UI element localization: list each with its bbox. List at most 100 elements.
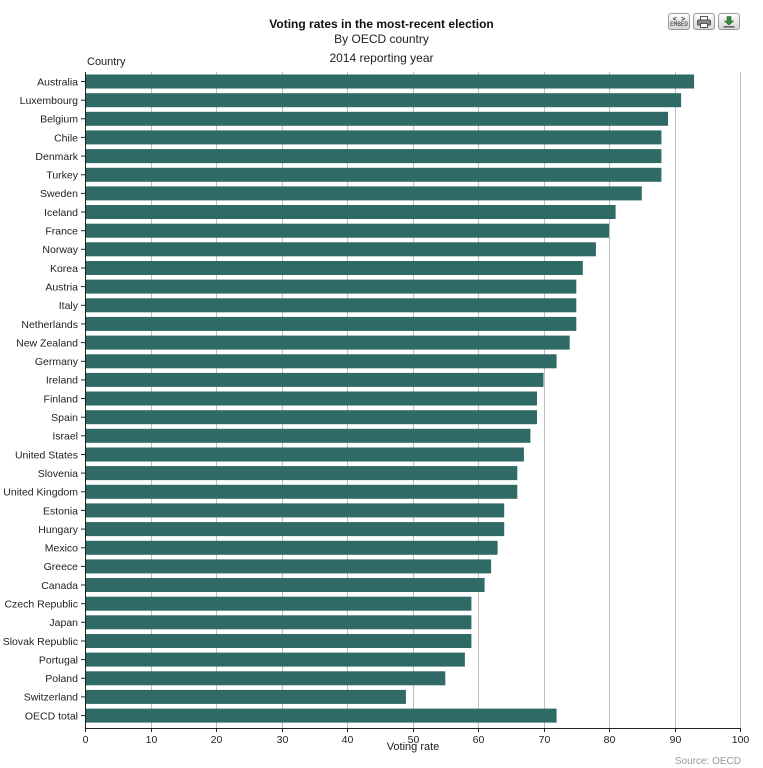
category-label: Mexico (45, 543, 78, 555)
category-label: Iceland (44, 207, 78, 219)
category-label: Luxembourg (20, 95, 79, 107)
bar (85, 428, 531, 443)
bars (85, 74, 695, 723)
category-label: Ireland (46, 375, 78, 387)
category-label: Hungary (38, 524, 78, 536)
bar (85, 111, 668, 126)
category-label: Denmark (35, 151, 78, 163)
category-label: Belgium (40, 114, 78, 126)
axes (81, 72, 741, 732)
category-label: Israel (52, 431, 78, 443)
bar (85, 671, 446, 686)
category-label: Australia (37, 76, 78, 88)
category-label: Japan (49, 617, 78, 629)
x-tick-labels: 0 10 20 30 40 50 60 70 80 90 100 (83, 734, 750, 746)
category-label: Switzerland (24, 692, 78, 704)
x-tick-label: 90 (670, 734, 682, 746)
category-label: Spain (51, 412, 78, 424)
chart-header: Voting rates in the most-recent election… (0, 16, 763, 66)
category-label: Norway (42, 244, 78, 256)
y-axis-title: Country (87, 56, 126, 68)
category-label: France (45, 226, 78, 238)
x-tick-label: 10 (146, 734, 158, 746)
bar (85, 447, 524, 462)
bar (85, 186, 642, 201)
x-tick-label: 50 (408, 734, 420, 746)
embed-icon: < > EMBED (669, 14, 689, 28)
bar (85, 596, 472, 611)
category-label: Turkey (46, 170, 78, 182)
x-tick-label: 40 (342, 734, 354, 746)
bar (85, 242, 596, 257)
category-label: New Zealand (16, 337, 78, 349)
bar (85, 205, 616, 219)
bar (85, 689, 406, 704)
x-tick-label: 80 (604, 734, 616, 746)
bar (85, 708, 557, 723)
category-label: Netherlands (21, 319, 78, 331)
print-button[interactable] (693, 13, 715, 30)
x-tick-label: 60 (473, 734, 485, 746)
category-label: OECD total (25, 710, 78, 722)
chart-title: Voting rates in the most-recent election (269, 17, 494, 31)
category-label: Italy (59, 300, 79, 312)
category-label: Estonia (43, 505, 78, 517)
category-label: Germany (35, 356, 79, 368)
bar (85, 93, 682, 108)
bar (85, 279, 577, 294)
category-label: Austria (45, 281, 78, 293)
category-label: Sweden (40, 188, 78, 200)
category-label: Chile (54, 132, 78, 144)
chart-toolbar: < > EMBED (668, 13, 740, 30)
bar (85, 372, 544, 387)
x-tick-label: 30 (277, 734, 289, 746)
x-tick-label: 70 (539, 734, 551, 746)
download-icon (723, 15, 735, 28)
bar (85, 167, 662, 182)
bar (85, 223, 609, 238)
chart-period: 2014 reporting year (329, 51, 434, 65)
bar (85, 261, 583, 275)
bar (85, 391, 537, 406)
bar (85, 540, 498, 555)
bar (85, 298, 577, 313)
category-labels: Australia Luxembourg Belgium Chile Denmark Tu… (3, 76, 79, 722)
embed-button[interactable]: < > EMBED (668, 13, 690, 30)
x-axis-title: Voting rate (386, 741, 440, 753)
bar (85, 466, 518, 481)
category-label: United States (15, 449, 78, 461)
category-label: Portugal (39, 654, 78, 666)
source-note: Source: OECD (674, 756, 741, 767)
x-tick-label: 20 (211, 734, 223, 746)
category-label: United Kingdom (3, 487, 78, 499)
category-label: Finland (44, 393, 79, 405)
bar (85, 578, 485, 592)
x-tick-label: 0 (83, 734, 89, 746)
chart-subtitle: By OECD country (334, 32, 429, 46)
category-label: Greece (44, 561, 79, 573)
bar (85, 130, 662, 145)
category-label: Canada (41, 580, 78, 592)
bar (85, 354, 557, 369)
bar (85, 484, 518, 499)
category-label: Slovak Republic (3, 636, 78, 648)
bar (85, 316, 577, 331)
bar (85, 634, 472, 648)
category-label: Poland (45, 673, 78, 685)
bar (85, 522, 505, 537)
bar (85, 503, 505, 518)
x-tick-label: 100 (732, 734, 750, 746)
bar (85, 410, 537, 425)
category-label: Slovenia (38, 468, 78, 480)
category-label: Korea (50, 263, 78, 275)
download-button[interactable] (718, 13, 740, 30)
bar (85, 335, 570, 350)
bar (85, 615, 472, 630)
category-label: Czech Republic (4, 599, 78, 611)
bar (85, 652, 465, 667)
print-icon (697, 15, 711, 28)
bar (85, 74, 695, 89)
bar (85, 559, 492, 574)
bar (85, 149, 662, 164)
